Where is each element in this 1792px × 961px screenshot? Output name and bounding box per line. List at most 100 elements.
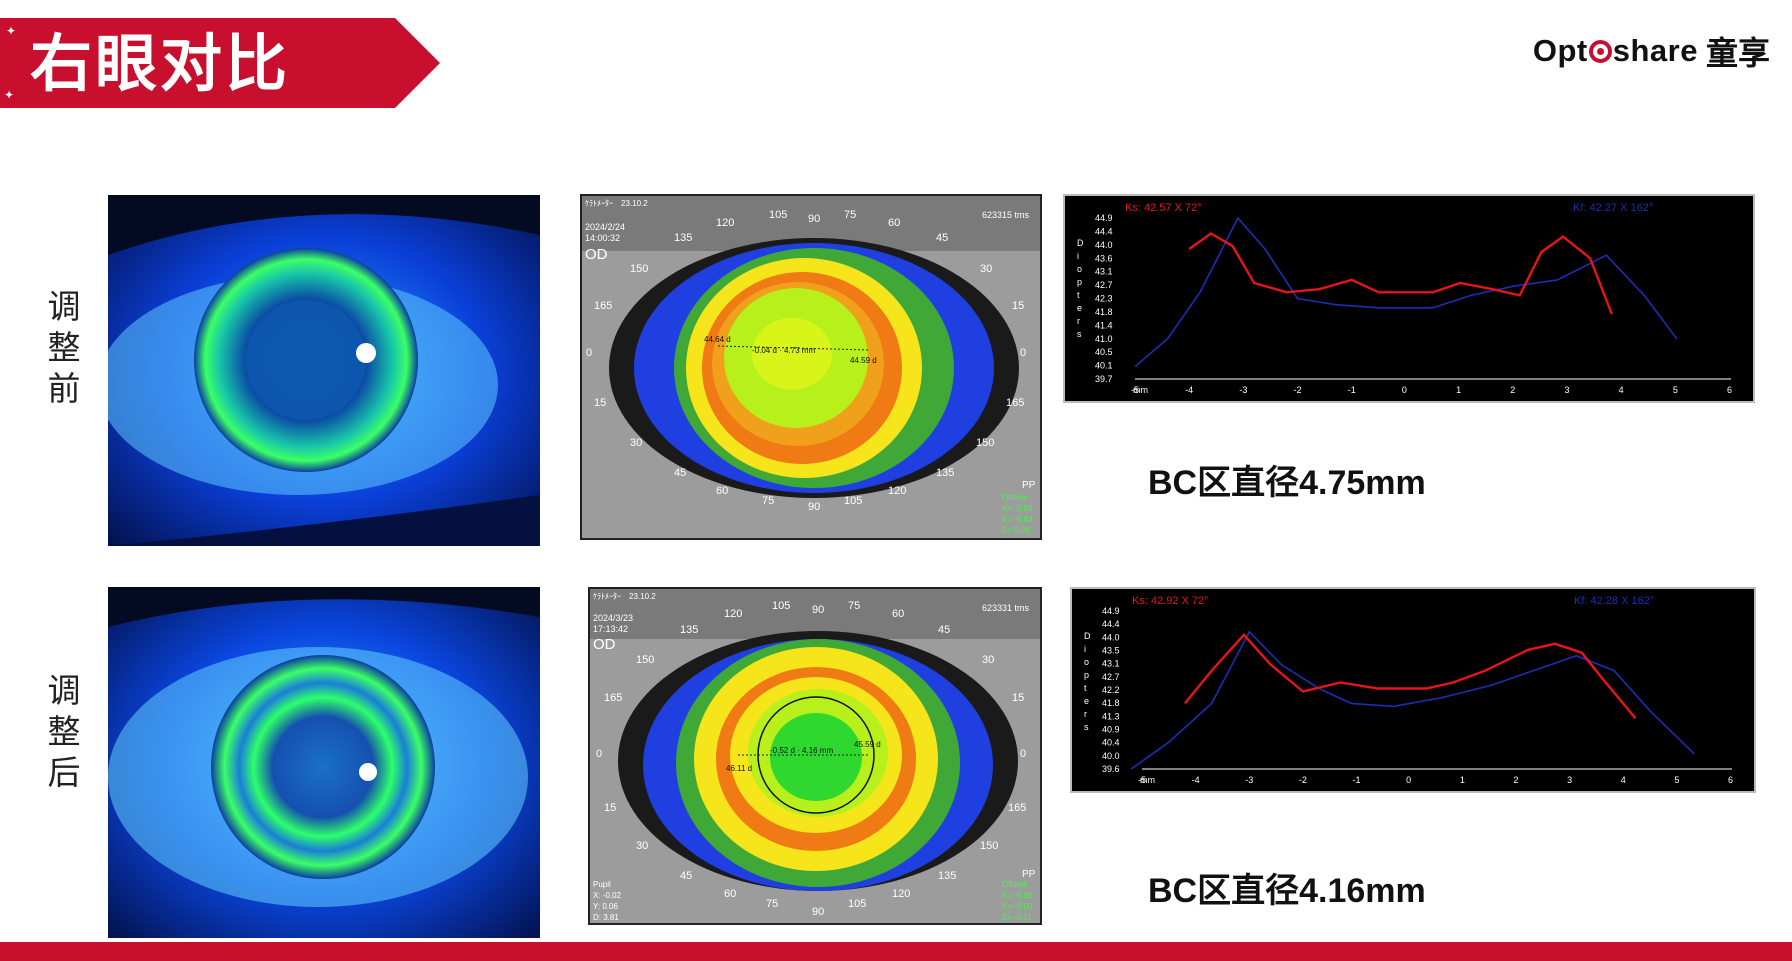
topo-left-value: 44.64 d [704, 335, 731, 344]
axis-tick-label: 105 [844, 495, 862, 507]
axis-tick-label: 165 [594, 300, 612, 312]
axis-tick-label: 90 [808, 501, 820, 513]
x-tick-label: 0 [1406, 775, 1411, 785]
x-tick-label: 6 [1727, 385, 1732, 395]
fluorescein-eye-photo-before [108, 195, 540, 546]
topo-offset-y: Y= -0.43 [1002, 515, 1033, 524]
ks-profile-line [1183, 633, 1637, 720]
axis-tick-label: 30 [980, 263, 992, 275]
topo-id: 623331 tms [982, 603, 1030, 613]
y-axis-label-char: o [1084, 657, 1089, 667]
x-tick-label: -4 [1192, 775, 1200, 785]
topo-offset-z: Z= -0.11 [1002, 913, 1032, 922]
axis-tick-label: 0 [596, 748, 602, 760]
optoshare-logo: Opt share 童享 [1533, 28, 1770, 74]
axis-tick-label: 135 [680, 624, 698, 636]
y-tick-label: 39.7 [1095, 374, 1113, 384]
axis-tick-label: 120 [716, 217, 734, 229]
fluorescein-eye-photo-after [108, 587, 540, 938]
curvature-profile-after: Ks: 42.92 X 72° Kf: 42.28 X 162° 44.9 44.4 4… [1070, 587, 1756, 793]
y-tick-label: 43.6 [1095, 253, 1113, 263]
topo-pupil-x: X: -0.02 [593, 891, 622, 900]
page-title: 右眼对比 [30, 27, 291, 100]
topo-pp: PP [1022, 869, 1036, 880]
y-tick-label: 42.7 [1095, 280, 1113, 290]
topo-mid-value: -0.52 d · 4.16 mm [770, 746, 833, 755]
topo-offset-x: X= -0.01 [1002, 891, 1033, 900]
topo-offset-x: X= -0.09 [1002, 504, 1033, 513]
y-axis-label-char: D [1084, 631, 1091, 641]
y-axis-label-char: s [1077, 329, 1082, 339]
star-icon: ✦ [4, 88, 15, 102]
y-tick-label: 44.0 [1102, 632, 1120, 642]
y-axis-label-char: p [1084, 670, 1089, 680]
y-tick-label: 41.8 [1095, 307, 1113, 317]
axis-tick-label: 60 [724, 888, 736, 900]
topo-offsets-label: Offsets [1002, 493, 1027, 502]
y-tick-label: 41.8 [1102, 698, 1120, 708]
axis-tick-label: 60 [888, 217, 900, 229]
axis-tick-label: 60 [892, 608, 904, 620]
axis-tick-label: 15 [604, 802, 616, 814]
logo-text-a: Opt [1532, 33, 1588, 68]
row-label-char: 调 [47, 287, 81, 326]
axis-tick-label: 150 [976, 437, 994, 449]
y-axis-label-char: t [1084, 683, 1087, 693]
axis-tick-label: 135 [938, 870, 956, 882]
topo-eye: OD [585, 246, 608, 263]
kf-readout: Kf: 42.27 X 162° [1573, 202, 1653, 214]
axis-tick-label: 45 [938, 624, 950, 636]
topo-pupil-y: Y: 0.06 [593, 902, 618, 911]
x-tick-label: 3 [1567, 775, 1572, 785]
x-tick-label: 4 [1619, 385, 1624, 395]
axis-tick-label: 105 [848, 898, 866, 910]
kf-profile-line [1134, 216, 1678, 368]
topography-map-before: 90 105 120 135 150 165 0 15 30 45 60 75 … [580, 194, 1042, 540]
axis-tick-label: 30 [630, 437, 642, 449]
axis-tick-label: 90 [812, 604, 824, 616]
ks-readout: Ks: 42.57 X 72° [1125, 202, 1202, 214]
axis-tick-label: 150 [636, 654, 654, 666]
topo-date: 2024/3/23 [593, 613, 633, 623]
y-tick-label: 43.5 [1102, 646, 1120, 656]
row-label-char: 整 [47, 712, 81, 751]
x-tick-label: -3 [1245, 775, 1253, 785]
axis-tick-label: 15 [1012, 300, 1024, 312]
axis-tick-label: 60 [716, 485, 728, 497]
kf-profile-line [1130, 630, 1696, 770]
axis-tick-label: 0 [1020, 347, 1026, 359]
y-axis-label-char: o [1077, 264, 1082, 274]
y-tick-label: 39.6 [1102, 764, 1120, 774]
y-tick-label: 43.1 [1095, 267, 1113, 277]
row-label-after: 调 整 后 [42, 670, 86, 793]
ks-readout: Ks: 42.92 X 72° [1132, 595, 1209, 607]
axis-tick-label: 135 [936, 467, 954, 479]
y-axis-label-char: i [1084, 644, 1086, 654]
y-tick-label: 42.7 [1102, 672, 1120, 682]
x-tick-label: 0 [1402, 385, 1407, 395]
row-label-char: 前 [47, 369, 81, 408]
y-tick-label: 40.5 [1095, 347, 1113, 357]
y-axis-label-char: t [1077, 290, 1080, 300]
x-tick-label: -5 [1138, 775, 1146, 785]
topo-pp: PP [1022, 480, 1036, 491]
axis-tick-label: 90 [812, 906, 824, 918]
axis-tick-label: 120 [892, 888, 910, 900]
x-axis-unit: mm [1140, 775, 1155, 785]
x-tick-label: 1 [1456, 385, 1461, 395]
y-tick-label: 44.0 [1095, 240, 1113, 250]
bc-diameter-before: BC区直径4.75mm [1148, 464, 1426, 502]
y-axis-label-char: e [1077, 303, 1082, 313]
axis-tick-label: 105 [769, 209, 787, 221]
topo-left-value: 46.11 d [726, 764, 752, 773]
topo-eye: OD [593, 636, 616, 653]
x-tick-label: -1 [1353, 775, 1361, 785]
axis-tick-label: 75 [762, 495, 774, 507]
x-tick-label: -1 [1348, 385, 1356, 395]
axis-tick-label: 0 [1020, 748, 1026, 760]
topo-right-value: 45.59 d [854, 740, 881, 749]
row-label-before: 调 整 前 [42, 286, 86, 409]
x-tick-label: -3 [1239, 385, 1247, 395]
topo-time: 17:13:42 [593, 624, 628, 634]
y-tick-label: 40.1 [1095, 361, 1113, 371]
